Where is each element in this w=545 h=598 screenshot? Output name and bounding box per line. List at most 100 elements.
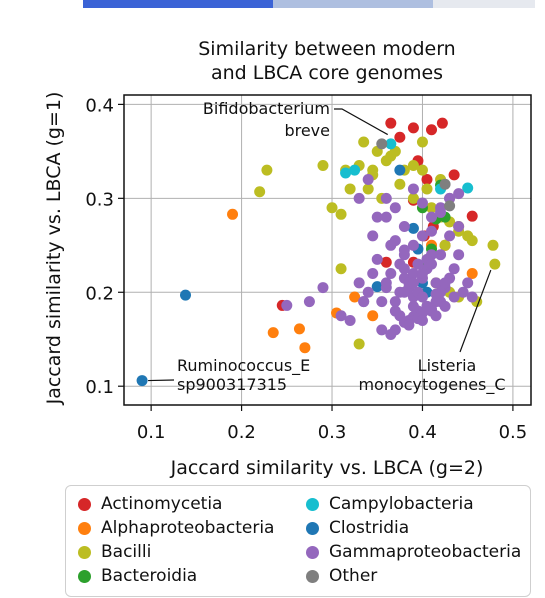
- data-point-bacilli: [487, 239, 499, 251]
- data-point-gammaproteobacteria: [407, 267, 419, 279]
- data-point-gammaproteobacteria: [421, 300, 433, 312]
- data-point-actinomycetia: [436, 117, 448, 129]
- data-point-gammaproteobacteria: [448, 263, 460, 275]
- data-point-bacilli: [394, 178, 406, 190]
- data-point-gammaproteobacteria: [385, 329, 397, 341]
- data-point-gammaproteobacteria: [380, 277, 392, 289]
- data-point-gammaproteobacteria: [398, 286, 410, 298]
- top-bar-segment-primary: [83, 0, 273, 8]
- data-point-actinomycetia: [421, 174, 433, 186]
- data-point-actinomycetia: [426, 124, 438, 136]
- data-point-clostridia: [136, 375, 148, 387]
- data-point-gammaproteobacteria: [435, 202, 447, 214]
- data-point-gammaproteobacteria: [444, 192, 456, 204]
- data-point-gammaproteobacteria: [367, 230, 379, 242]
- annotation-label: monocytogenes_C: [358, 375, 505, 395]
- data-point-bacilli: [466, 235, 478, 247]
- data-point-gammaproteobacteria: [389, 202, 401, 214]
- chart-title-line: Similarity between modern: [198, 38, 455, 60]
- data-point-gammaproteobacteria: [407, 277, 419, 289]
- y-tick-label: 0.2: [85, 283, 114, 304]
- legend-marker: [306, 569, 319, 583]
- legend-label: Clostridia: [329, 518, 410, 538]
- annotation-leader: [459, 269, 492, 353]
- data-point-bacilli: [317, 159, 329, 171]
- legend-marker: [78, 521, 91, 535]
- legend-label: Bacteroidia: [101, 566, 198, 586]
- chart-annotations: Bifidobacterium breve Ruminococcus_Esp9003…: [148, 99, 506, 395]
- data-point-gammaproteobacteria: [453, 188, 465, 200]
- annotation-leader: [148, 379, 175, 382]
- annotation-label: breve: [284, 121, 330, 140]
- data-point-gammaproteobacteria: [453, 249, 465, 261]
- data-point-bacilli: [367, 164, 379, 176]
- data-point-gammaproteobacteria: [416, 291, 428, 303]
- data-point-bacilli: [421, 183, 433, 195]
- data-point-gammaproteobacteria: [430, 310, 442, 322]
- data-point-gammaproteobacteria: [453, 221, 465, 233]
- x-tick-label: 0.2: [227, 422, 256, 443]
- data-point-gammaproteobacteria: [462, 277, 474, 289]
- data-point-actinomycetia: [466, 210, 478, 222]
- data-point-other: [444, 200, 456, 212]
- annotation-label: Listeria: [418, 356, 477, 375]
- data-point-bacilli: [335, 208, 347, 220]
- data-point-gammaproteobacteria: [457, 286, 469, 298]
- data-point-gammaproteobacteria: [376, 296, 388, 308]
- legend-item-gammaproteobacteria: Gammaproteobacteria: [306, 542, 521, 562]
- data-point-gammaproteobacteria: [416, 314, 428, 326]
- data-point-gammaproteobacteria: [358, 296, 370, 308]
- data-point-gammaproteobacteria: [371, 253, 383, 265]
- legend-item-campylobacteria: Campylobacteria: [306, 494, 474, 514]
- data-point-bacilli: [362, 183, 374, 195]
- legend-marker: [306, 521, 319, 535]
- data-point-gammaproteobacteria: [416, 197, 428, 209]
- data-point-bacilli: [344, 183, 356, 195]
- data-point-actinomycetia: [385, 117, 397, 129]
- plot-frame: [123, 94, 532, 406]
- y-tick-label: 0.4: [85, 95, 114, 116]
- legend-marker: [78, 545, 91, 559]
- data-point-bacilli: [358, 136, 370, 148]
- legend-marker: [306, 545, 319, 559]
- data-point-bacilli: [426, 202, 438, 214]
- data-point-alphaproteobacteria: [299, 342, 311, 354]
- top-bar-segment-secondary: [273, 0, 433, 8]
- data-point-gammaproteobacteria: [371, 211, 383, 223]
- data-point-bacilli: [385, 150, 397, 162]
- data-point-other: [439, 178, 451, 190]
- data-point-clostridia: [394, 164, 406, 176]
- data-point-bacilli: [261, 164, 273, 176]
- data-point-bacilli: [353, 338, 365, 350]
- data-point-gammaproteobacteria: [398, 221, 410, 233]
- data-point-bacilli: [335, 263, 347, 275]
- legend-item-bacteroidia: Bacteroidia: [78, 566, 197, 586]
- legend-item-alphaproteobacteria: Alphaproteobacteria: [78, 518, 274, 538]
- data-point-gammaproteobacteria: [416, 230, 428, 242]
- data-point-bacilli: [407, 159, 419, 171]
- legend-label: Actinomycetia: [101, 494, 223, 514]
- data-point-gammaproteobacteria: [448, 291, 460, 303]
- y-tick-label: 0.1: [85, 377, 114, 398]
- data-point-bacilli: [416, 136, 428, 148]
- data-point-gammaproteobacteria: [444, 230, 456, 242]
- data-point-actinomycetia: [448, 169, 460, 181]
- data-point-gammaproteobacteria: [281, 299, 293, 311]
- chart-legend: Actinomycetia Alphaproteobacteria Bacilli B…: [65, 485, 531, 597]
- data-point-gammaproteobacteria: [407, 183, 419, 195]
- data-point-alphaproteobacteria: [466, 267, 478, 279]
- data-point-gammaproteobacteria: [426, 225, 438, 237]
- data-point-campylobacteria: [462, 182, 474, 194]
- legend-marker: [306, 497, 319, 511]
- data-point-campylobacteria: [340, 167, 352, 179]
- annotation-label: Bifidobacterium: [203, 99, 330, 118]
- legend-item-actinomycetia: Actinomycetia: [78, 494, 222, 514]
- data-point-gammaproteobacteria: [439, 277, 451, 289]
- data-point-gammaproteobacteria: [403, 319, 415, 331]
- data-point-gammaproteobacteria: [303, 296, 315, 308]
- annotation-leader: [334, 108, 389, 136]
- data-point-gammaproteobacteria: [430, 277, 442, 289]
- data-point-clostridia: [180, 289, 192, 301]
- x-tick-label: 0.5: [499, 422, 528, 443]
